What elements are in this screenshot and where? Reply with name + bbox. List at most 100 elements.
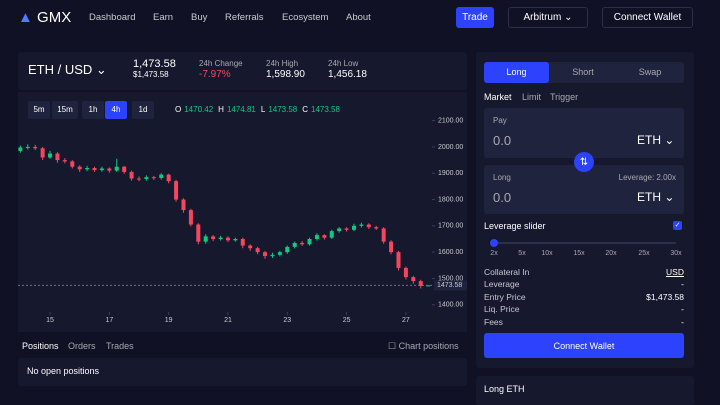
chart-positions[interactable]: ☐ Chart positions [388,341,459,351]
candle-body [322,235,327,238]
footer-panel [476,376,694,405]
slider-handle[interactable] [490,239,498,247]
network-select[interactable]: Arbitrum ⌄ [508,7,588,28]
ohlc-value: 1473.58 [311,105,340,114]
candle-body [55,153,60,161]
timeframe[interactable]: 4h [105,101,127,119]
y-tick-label: 2100.00 [438,118,463,125]
candle-body [285,246,290,253]
info-value: - [681,304,684,315]
y-tick-label: 1600.00 [438,249,463,256]
y-tick-label: 2000.00 [438,144,463,151]
info-label: Collateral In [484,267,530,277]
x-tick-label: 21 [224,317,232,324]
ohlc-key: L [260,105,266,114]
order-type[interactable]: Limit [522,92,542,102]
footer-title: Long ETH [484,384,525,394]
stat-label: 24h Low [328,59,359,68]
candle-body [33,146,38,149]
connect-wallet-button[interactable]: Connect Wallet [484,333,684,358]
nav-link[interactable]: About [346,12,371,23]
nav-link[interactable]: Referrals [225,12,264,23]
leverage-checkbox[interactable]: ✓ [673,221,682,230]
order-type[interactable]: Market [484,92,512,102]
candle-body [211,236,216,239]
candle-body [344,228,349,230]
trade-button[interactable]: Trade [456,7,494,28]
x-tick-label: 27 [402,317,410,324]
candle-body [136,178,141,180]
price-usd: $1,473.58 [133,70,169,79]
position-tab[interactable]: Orders [68,341,96,351]
candle-body [314,235,319,239]
pair-select[interactable]: ETH / USD ⌄ [28,62,107,77]
info-label: Liq. Price [484,304,520,315]
candle-body [144,177,149,180]
candle-body [25,146,30,148]
pay-amount[interactable]: 0.0 [493,133,512,148]
candle-body [107,168,112,171]
swap-button[interactable]: ⇅ [574,152,594,172]
position-tab[interactable]: Trades [106,341,134,351]
ohlc-value: 1474.81 [226,105,256,114]
slider-track [494,242,676,244]
info-value: - [681,279,684,290]
ohlc-key: O [175,105,182,114]
candle-body [233,239,238,241]
candle-body [62,160,67,162]
position-tab[interactable]: Positions [22,341,59,351]
candle-body [218,237,223,239]
leverage-mark: 25x [638,250,650,257]
info-value: $1,473.58 [646,291,684,302]
candle-body [359,224,364,226]
candle-body [166,174,171,182]
trade-tab[interactable]: Swap [638,67,662,77]
order-type[interactable]: Trigger [550,92,579,102]
info-label: Leverage [484,279,520,290]
pay-token[interactable]: ETH ⌄ [637,133,675,147]
receive-box [484,165,684,214]
nav-link[interactable]: Earn [153,12,174,23]
y-tick-label: 1500.00 [438,275,463,282]
nav-link[interactable]: Buy [191,12,208,23]
trade-tab[interactable]: Long [484,62,549,83]
candle-body [352,225,357,230]
ohlc-value: 1473.58 [268,105,298,114]
receive-amount[interactable]: 0.0 [493,190,512,205]
connect-wallet[interactable]: Connect Wallet [602,7,693,28]
timeframe[interactable]: 1d [132,101,154,119]
receive-token[interactable]: ETH ⌄ [637,190,675,204]
nav-link[interactable]: Dashboard [89,12,136,23]
info-value: USD [666,267,684,277]
empty-positions: No open positions [27,366,100,376]
timeframe[interactable]: 1h [82,101,104,119]
chart-positions-label: Chart positions [398,341,459,351]
candle-body [307,239,312,245]
pay-label: Pay [493,116,507,125]
candle-body [426,285,431,287]
pay-box [484,108,684,158]
timeframe[interactable]: 5m [28,101,50,119]
candle-body [292,242,297,247]
y-tick-label: 1800.00 [438,196,463,203]
price: 1,473.58 [133,58,176,70]
candle-body [248,245,253,249]
receive-label: Long [493,173,511,182]
candle-body [159,174,164,178]
timeframe[interactable]: 15m [52,101,78,119]
candle-body [418,281,423,287]
nav-link[interactable]: Ecosystem [282,12,329,23]
candle-body [225,237,230,241]
stat-value: 1,598.90 [266,69,305,80]
logo[interactable]: ▲ GMX [18,9,72,26]
candle-body [40,148,45,158]
candle-body [263,252,268,257]
y-tick-label: 1400.00 [438,302,463,309]
price-tag [434,280,467,291]
stat-value: -7.97% [199,69,231,80]
y-tick-label: 1700.00 [438,223,463,230]
trade-tab[interactable]: Short [572,67,594,77]
candle-body [389,241,394,253]
ohlc-key: C [302,105,309,114]
